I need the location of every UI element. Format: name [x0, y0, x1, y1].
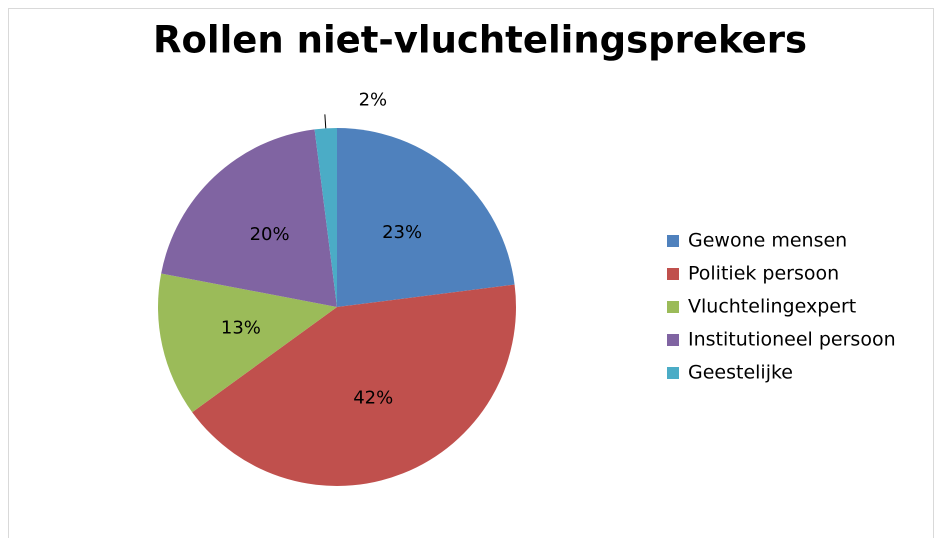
data-label: 2%: [359, 89, 388, 110]
pie-slice: [161, 129, 337, 307]
data-label: 42%: [353, 388, 393, 409]
pie-slice: [337, 128, 515, 307]
legend-label: Vluchtelingexpert: [688, 296, 856, 318]
data-label: 20%: [250, 224, 290, 245]
data-label: 23%: [382, 222, 422, 243]
data-label: 13%: [221, 317, 261, 338]
leader-line: [324, 114, 327, 129]
legend-swatch: [667, 268, 679, 280]
legend-swatch: [667, 367, 679, 379]
legend-label: Gewone mensen: [688, 230, 847, 252]
legend-label: Politiek persoon: [688, 263, 839, 285]
legend-label: Institutioneel persoon: [688, 329, 896, 351]
pie-slice: [192, 284, 517, 487]
legend-label: Geestelijke: [688, 362, 793, 384]
legend-swatch: [667, 235, 679, 247]
pie-slice: [314, 128, 337, 307]
pie-slice: [158, 273, 337, 413]
chart-title: Rollen niet-vluchtelingsprekers: [153, 19, 807, 62]
legend-swatch: [667, 334, 679, 346]
legend-swatch: [667, 301, 679, 313]
